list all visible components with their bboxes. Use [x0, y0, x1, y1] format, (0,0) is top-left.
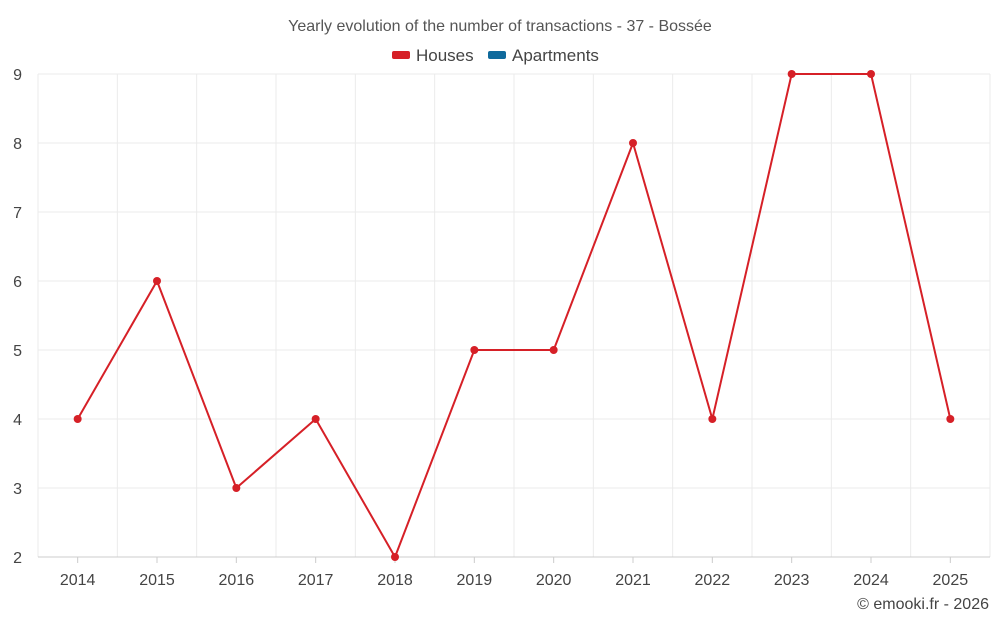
x-tick-label: 2018 — [377, 572, 413, 589]
x-tick-label: 2016 — [219, 572, 255, 589]
legend-item-apartments[interactable]: Apartments — [488, 46, 599, 65]
y-tick-label: 5 — [13, 343, 22, 360]
legend: Houses Apartments — [392, 46, 599, 65]
x-tick-label: 2017 — [298, 572, 334, 589]
x-tick-label: 2020 — [536, 572, 572, 589]
data-point-houses[interactable] — [153, 277, 161, 285]
gridlines — [37, 73, 991, 557]
y-tick-label: 7 — [13, 205, 22, 222]
data-point-houses[interactable] — [867, 70, 875, 78]
x-tick-label: 2019 — [457, 572, 493, 589]
x-tick-label: 2021 — [615, 572, 651, 589]
y-tick-label: 2 — [13, 550, 22, 567]
y-axis: 2 3 4 5 6 7 8 9 — [13, 67, 22, 567]
data-point-houses[interactable] — [73, 415, 82, 423]
data-point-houses[interactable] — [708, 415, 717, 423]
y-tick-label: 9 — [13, 67, 22, 84]
x-tick-label: 2015 — [139, 572, 175, 589]
legend-swatch-apartments — [488, 51, 506, 59]
data-point-houses[interactable] — [470, 346, 479, 354]
y-tick-label: 6 — [13, 274, 22, 291]
x-tick-label: 2022 — [695, 572, 731, 589]
x-tick-label: 2025 — [933, 572, 969, 589]
legend-item-houses[interactable]: Houses — [392, 46, 474, 65]
x-tick-label: 2014 — [60, 572, 96, 589]
data-point-houses[interactable] — [311, 415, 320, 423]
data-point-houses[interactable] — [232, 484, 241, 492]
series-line-houses — [76, 73, 952, 558]
y-tick-label: 3 — [13, 481, 22, 498]
y-tick-label: 4 — [13, 412, 22, 429]
legend-swatch-houses — [392, 51, 410, 59]
legend-label-houses: Houses — [416, 46, 474, 65]
y-tick-label: 8 — [13, 136, 22, 153]
chart-title: Yearly evolution of the number of transa… — [288, 18, 712, 35]
data-point-houses[interactable] — [391, 553, 399, 561]
data-point-houses[interactable] — [549, 346, 558, 354]
x-tick-label: 2024 — [853, 572, 889, 589]
data-point-houses[interactable] — [629, 139, 637, 147]
credit-text: © emooki.fr - 2026 — [857, 596, 989, 613]
data-point-houses[interactable] — [946, 415, 955, 423]
legend-label-apartments: Apartments — [512, 46, 599, 65]
data-point-houses[interactable] — [787, 70, 796, 78]
series-houses — [73, 70, 955, 561]
x-tick-label: 2023 — [774, 572, 810, 589]
x-axis: 2014 2015 2016 2017 2018 2019 2020 2021 2022 2023… — [60, 557, 968, 589]
